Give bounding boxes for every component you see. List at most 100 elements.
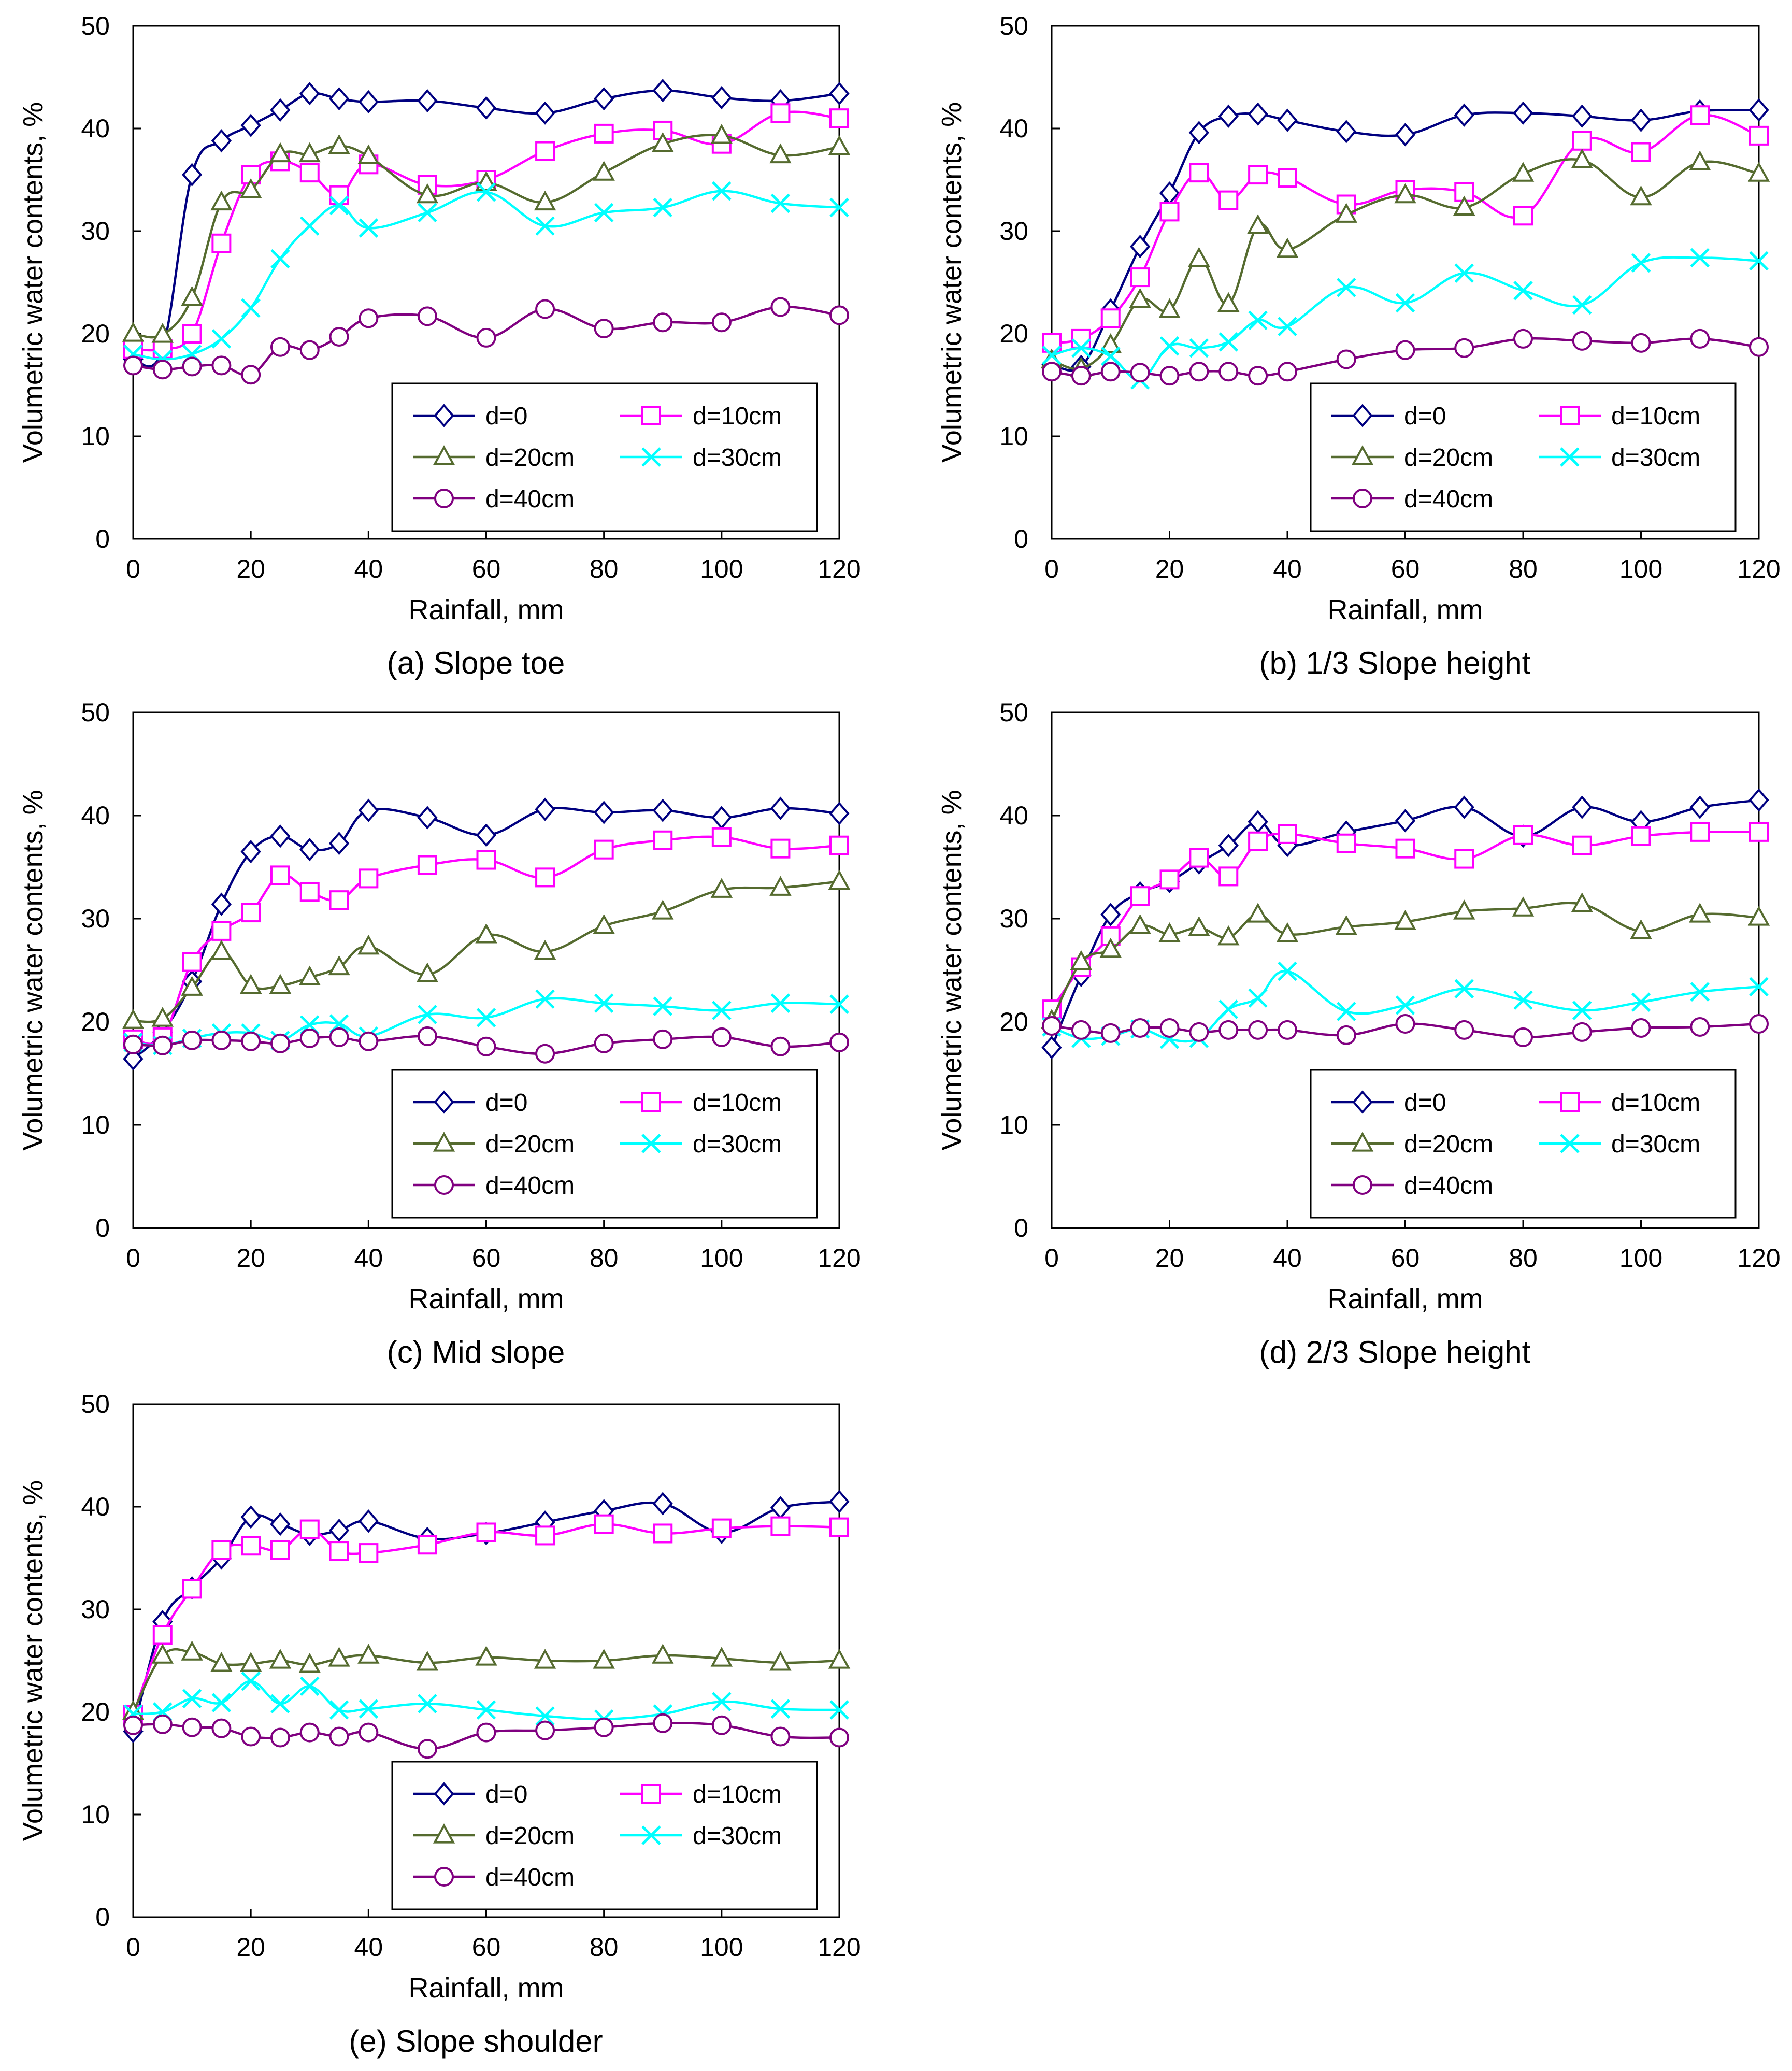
data-point (328, 1647, 350, 1667)
series-d=40cm (123, 1713, 849, 1759)
data-point (828, 1649, 851, 1669)
data-point (829, 1727, 849, 1748)
data-point (1042, 362, 1062, 382)
y-axis-label: Volumetric water contents, % (936, 790, 967, 1150)
data-point (594, 87, 614, 111)
legend-label: d=10cm (1611, 403, 1700, 430)
data-point (1217, 292, 1240, 312)
data-point (270, 337, 290, 357)
data-point (829, 1032, 849, 1052)
data-point (1130, 1018, 1150, 1038)
data-point (299, 340, 320, 360)
data-point (653, 1523, 673, 1544)
data-point (1513, 1027, 1533, 1047)
data-point (416, 183, 439, 204)
y-tick-label: 10 (999, 422, 1028, 451)
data-point (829, 994, 849, 1014)
data-point (770, 1516, 791, 1536)
data-point (210, 1652, 233, 1672)
data-point (712, 181, 732, 201)
data-point (829, 108, 849, 128)
data-point (1749, 337, 1769, 357)
y-tick-label: 20 (81, 1007, 110, 1036)
data-point (181, 1640, 203, 1661)
data-point (299, 1519, 320, 1539)
data-point (535, 1044, 555, 1064)
data-point (1749, 977, 1769, 997)
data-point (182, 1030, 202, 1050)
data-point (270, 865, 290, 885)
chart-panel: 0 10 20 30 40 50 0 20 40 60 80 100 120 Rainfall, mm Vo… (936, 11, 1781, 680)
data-point (829, 1700, 849, 1720)
y-tick-label: 50 (81, 698, 110, 727)
data-point (357, 144, 380, 165)
legend-entry: d=10cm (1539, 1089, 1700, 1117)
data-point (1395, 123, 1416, 147)
data-point (269, 974, 292, 994)
legend-entry: d=40cm (1331, 1172, 1493, 1199)
data-point (210, 190, 233, 211)
x-axis-label: Rainfall, mm (408, 1973, 564, 2004)
data-point (241, 1536, 261, 1556)
data-point (535, 797, 555, 821)
x-tick-label: 0 (126, 554, 140, 583)
data-point (1631, 142, 1651, 162)
data-point (329, 326, 349, 347)
data-point (476, 182, 496, 202)
data-point (594, 1717, 614, 1737)
data-point (270, 1694, 290, 1713)
data-point (1747, 906, 1770, 926)
data-point (269, 1649, 292, 1669)
data-point (299, 838, 320, 862)
data-point (181, 163, 203, 187)
data-point (1454, 103, 1474, 127)
data-point (594, 993, 614, 1013)
data-point (1099, 937, 1122, 958)
data-point (1071, 1020, 1091, 1040)
x-tick-label: 40 (1273, 554, 1302, 583)
y-axis-label: Volumetric water contents, % (18, 790, 49, 1150)
data-point (535, 101, 555, 125)
data-point (1571, 892, 1593, 912)
data-point (1218, 834, 1239, 858)
data-point (652, 1492, 673, 1516)
data-point (594, 123, 614, 144)
legend-label: d=30cm (1611, 1131, 1700, 1158)
panel-caption: (a) Slope toe (387, 646, 565, 680)
chart-panel: 0 10 20 30 40 50 0 20 40 60 80 100 120 Rainfall, mm Vo… (936, 698, 1781, 1369)
legend-entry: d=40cm (413, 1864, 575, 1891)
data-point (241, 1726, 261, 1747)
data-point (417, 306, 437, 326)
data-point (329, 1726, 349, 1747)
data-point (270, 249, 290, 269)
legend-label: d=40cm (485, 1864, 575, 1891)
y-tick-label: 50 (999, 11, 1028, 40)
data-point (1572, 1022, 1592, 1042)
data-point (1189, 338, 1209, 358)
data-point (710, 1647, 733, 1667)
y-tick-label: 30 (81, 1595, 110, 1624)
data-point (1248, 102, 1268, 126)
data-point (1690, 248, 1710, 268)
data-point (269, 142, 292, 163)
data-point (711, 86, 732, 110)
legend-marker (641, 1092, 661, 1112)
data-point (534, 939, 556, 960)
legend-entry: d=0 (413, 1089, 527, 1117)
data-point (1453, 195, 1475, 216)
data-point (1395, 995, 1415, 1015)
legend-label: d=10cm (693, 403, 782, 430)
data-point (535, 867, 555, 888)
data-point (211, 233, 232, 253)
data-point (652, 132, 674, 152)
chart-panel: 0 10 20 30 40 50 0 20 40 60 80 100 120 Rainfall, mm Vo… (18, 1390, 861, 2059)
data-point (152, 1035, 173, 1055)
legend-label: d=10cm (1611, 1089, 1700, 1117)
data-point (240, 840, 261, 864)
legend-marker (434, 489, 454, 508)
series-d=20cm (1040, 892, 1770, 1029)
legend-entry: d=10cm (620, 1089, 782, 1117)
data-point (1512, 162, 1535, 182)
data-point (1130, 363, 1150, 383)
data-point (152, 1714, 173, 1734)
